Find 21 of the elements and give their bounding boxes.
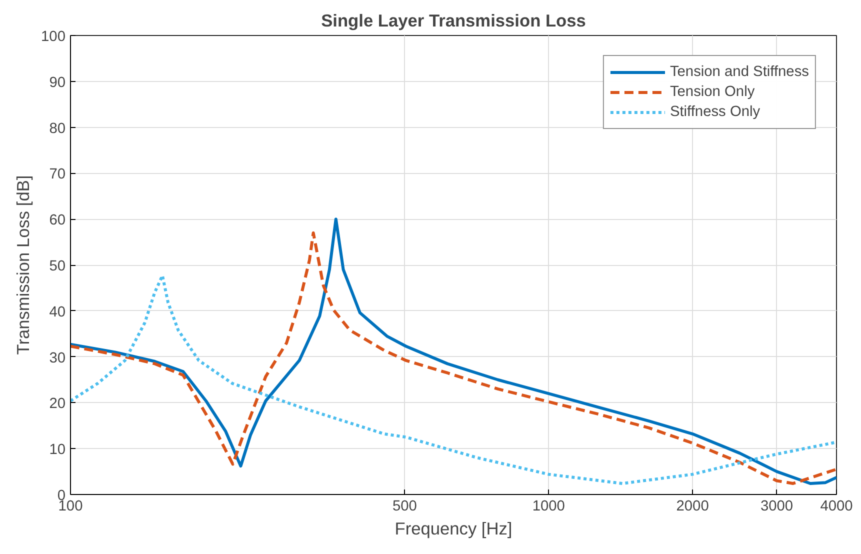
y-tick-label: 20	[49, 396, 66, 412]
y-tick-label: 70	[49, 166, 66, 183]
y-axis-title: Transmission Loss [dB]	[13, 175, 34, 355]
y-tick-label: 60	[49, 212, 66, 229]
y-tick-label: 40	[49, 304, 66, 320]
y-tick-label: 50	[49, 258, 66, 274]
legend-label: Tension and Stiffness	[670, 64, 809, 80]
x-tick-label: 3000	[760, 498, 794, 514]
legend-label: Tension Only	[670, 84, 755, 100]
y-tick-label: 80	[49, 120, 66, 137]
y-tick-label: 100	[41, 29, 66, 45]
chart-title: Single Layer Transmission Loss	[321, 10, 586, 30]
x-tick-label: 1000	[532, 498, 565, 514]
x-tick-label: 2000	[676, 498, 709, 514]
x-axis-title: Frequency [Hz]	[394, 518, 512, 538]
y-tick-label: 90	[49, 74, 66, 91]
x-tick-label: 4000	[820, 498, 853, 514]
x-tick-label: 500	[392, 498, 417, 514]
y-tick-label: 30	[49, 350, 66, 366]
y-tick-label: 10	[49, 442, 66, 458]
legend-label: Stiffness Only	[670, 104, 760, 120]
